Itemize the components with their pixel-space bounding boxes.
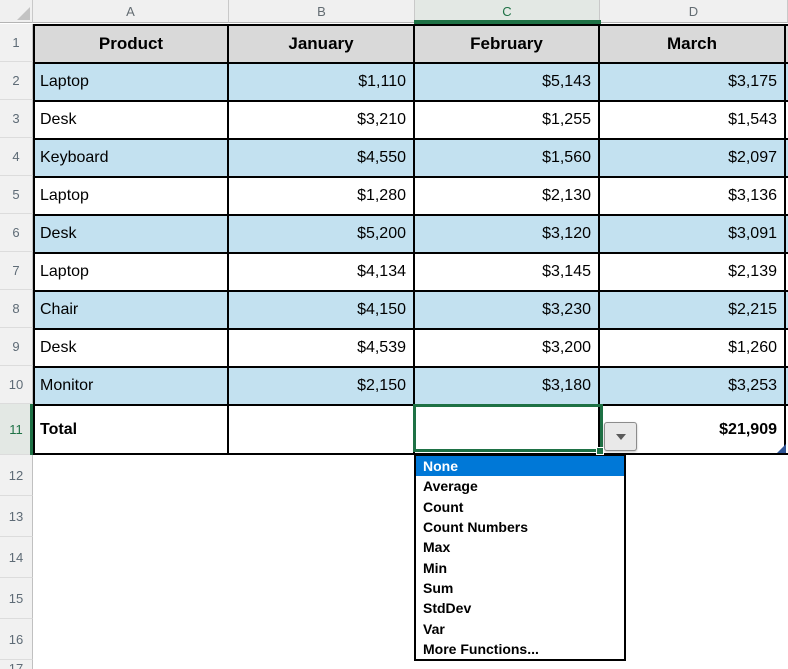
cell-february[interactable]: $5,143 [415, 64, 600, 100]
cell-january[interactable]: $4,150 [229, 292, 415, 328]
cell-january[interactable]: $4,550 [229, 140, 415, 176]
row-header-5[interactable]: 5 [0, 176, 33, 214]
row-header-15[interactable]: 15 [0, 578, 33, 619]
total-row: Total $21,909 [35, 406, 788, 455]
selected-column-underline [414, 20, 601, 24]
total-march-value[interactable]: $21,909 [600, 406, 786, 453]
cell-product[interactable]: Chair [35, 292, 229, 328]
selected-row-bar [30, 404, 33, 455]
cell-january[interactable]: $5,200 [229, 216, 415, 252]
dropdown-item-max[interactable]: Max [423, 539, 451, 556]
header-product[interactable]: Product [35, 26, 229, 62]
dropdown-item-count[interactable]: Count [423, 498, 464, 515]
column-header-d[interactable]: D [600, 0, 788, 23]
row-header-7[interactable]: 7 [0, 252, 33, 290]
cell-march[interactable]: $1,260 [600, 330, 786, 366]
row-header-2[interactable]: 2 [0, 62, 33, 100]
cell-march[interactable]: $3,175 [600, 64, 786, 100]
cell-product[interactable]: Keyboard [35, 140, 229, 176]
cell-february[interactable]: $3,120 [415, 216, 600, 252]
row-header-8[interactable]: 8 [0, 290, 33, 328]
dropdown-item-none[interactable]: None [416, 456, 624, 477]
cell-january[interactable]: $4,539 [229, 330, 415, 366]
cell-february[interactable]: $3,230 [415, 292, 600, 328]
total-january-cell[interactable] [229, 406, 415, 453]
cell-product[interactable]: Desk [35, 330, 229, 366]
row-header-10[interactable]: 10 [0, 366, 33, 404]
row-header-1[interactable]: 1 [0, 24, 33, 62]
chevron-down-icon [615, 433, 626, 440]
row-header-4[interactable]: 4 [0, 138, 33, 176]
cell-product[interactable]: Monitor [35, 368, 229, 404]
cell-march[interactable]: $2,215 [600, 292, 786, 328]
total-february-cell[interactable] [415, 406, 600, 453]
cell-product[interactable]: Desk [35, 102, 229, 138]
total-label[interactable]: Total [35, 406, 229, 453]
table-row: Desk $4,539 $3,200 $1,260 [35, 330, 788, 368]
cell-february[interactable]: $1,560 [415, 140, 600, 176]
table-row: Laptop $1,280 $2,130 $3,136 [35, 178, 788, 216]
cell-march[interactable]: $2,097 [600, 140, 786, 176]
cell-march[interactable]: $3,091 [600, 216, 786, 252]
row-header-11[interactable]: 11 [0, 404, 33, 455]
row-header-17[interactable]: 17 [0, 660, 33, 669]
cell-january[interactable]: $4,134 [229, 254, 415, 290]
cell-january[interactable]: $3,210 [229, 102, 415, 138]
row-header-14[interactable]: 14 [0, 537, 33, 578]
dropdown-item-var[interactable]: Var [423, 620, 445, 637]
row-header-3[interactable]: 3 [0, 100, 33, 138]
cell-february[interactable]: $2,130 [415, 178, 600, 214]
cell-march[interactable]: $1,543 [600, 102, 786, 138]
fill-handle[interactable] [596, 447, 604, 455]
table-row: Keyboard $4,550 $1,560 $2,097 [35, 140, 788, 178]
row-header-16[interactable]: 16 [0, 619, 33, 660]
table-row: Monitor $2,150 $3,180 $3,253 [35, 368, 788, 406]
cell-january[interactable]: $1,110 [229, 64, 415, 100]
table-row: Desk $3,210 $1,255 $1,543 [35, 102, 788, 140]
select-all-triangle-icon [17, 7, 30, 20]
row-header-12[interactable]: 12 [0, 455, 33, 496]
dropdown-item-average[interactable]: Average [423, 478, 478, 495]
data-table: Product January February March Laptop $1… [33, 24, 788, 455]
column-header-b[interactable]: B [229, 0, 415, 23]
cell-january[interactable]: $1,280 [229, 178, 415, 214]
cell-march[interactable]: $3,253 [600, 368, 786, 404]
cell-february[interactable]: $3,180 [415, 368, 600, 404]
table-row: Laptop $1,110 $5,143 $3,175 [35, 64, 788, 102]
header-january[interactable]: January [229, 26, 415, 62]
row-header-9[interactable]: 9 [0, 328, 33, 366]
dropdown-item-min[interactable]: Min [423, 559, 448, 576]
cell-february[interactable]: $3,145 [415, 254, 600, 290]
cell-product[interactable]: Laptop [35, 64, 229, 100]
aggregate-function-dropdown: None Average Count Count Numbers Max Min… [414, 454, 626, 661]
cell-product[interactable]: Laptop [35, 178, 229, 214]
header-march[interactable]: March [600, 26, 786, 62]
header-february[interactable]: February [415, 26, 600, 62]
total-row-dropdown-button[interactable] [604, 422, 637, 451]
cell-march[interactable]: $3,136 [600, 178, 786, 214]
cell-product[interactable]: Desk [35, 216, 229, 252]
row-header-6[interactable]: 6 [0, 214, 33, 252]
row-header-13[interactable]: 13 [0, 496, 33, 537]
dropdown-item-count-numbers[interactable]: Count Numbers [423, 519, 528, 536]
table-header-row: Product January February March [35, 26, 788, 64]
cell-january[interactable]: $2,150 [229, 368, 415, 404]
dropdown-item-sum[interactable]: Sum [423, 579, 454, 596]
select-all-corner[interactable] [0, 0, 33, 23]
table-row: Chair $4,150 $3,230 $2,215 [35, 292, 788, 330]
cell-march[interactable]: $2,139 [600, 254, 786, 290]
table-resize-handle-icon[interactable] [777, 444, 786, 453]
table-row: Laptop $4,134 $3,145 $2,139 [35, 254, 788, 292]
cell-february[interactable]: $3,200 [415, 330, 600, 366]
column-header-a[interactable]: A [33, 0, 229, 23]
table-row: Desk $5,200 $3,120 $3,091 [35, 216, 788, 254]
cell-february[interactable]: $1,255 [415, 102, 600, 138]
dropdown-item-more-functions[interactable]: More Functions... [423, 640, 539, 657]
dropdown-item-stddev[interactable]: StdDev [423, 600, 472, 617]
cell-product[interactable]: Laptop [35, 254, 229, 290]
